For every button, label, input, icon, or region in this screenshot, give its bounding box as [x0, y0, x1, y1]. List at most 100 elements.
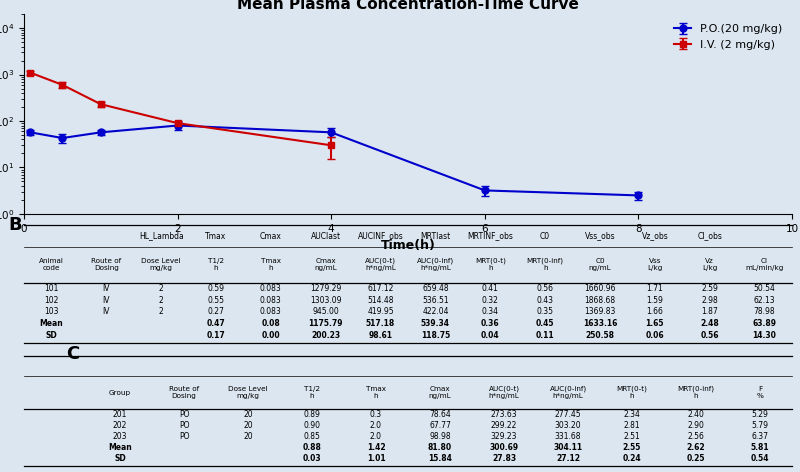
Text: Route of
Dosing: Route of Dosing — [169, 386, 199, 399]
Text: 514.48: 514.48 — [367, 295, 394, 304]
Text: 6.37: 6.37 — [751, 432, 769, 441]
Text: 62.13: 62.13 — [754, 295, 775, 304]
Text: 303.20: 303.20 — [554, 421, 582, 430]
Text: 2: 2 — [158, 307, 163, 316]
Text: 0.083: 0.083 — [260, 307, 282, 316]
Text: 1.42: 1.42 — [366, 443, 386, 452]
Text: 277.45: 277.45 — [554, 410, 582, 419]
Text: 81.80: 81.80 — [428, 443, 452, 452]
Text: Mean: Mean — [39, 319, 63, 328]
Text: T1/2
h: T1/2 h — [208, 258, 224, 271]
Text: MRTINF_obs: MRTINF_obs — [467, 232, 514, 241]
Text: 2.48: 2.48 — [700, 319, 719, 328]
Text: HL_Lambda: HL_Lambda — [138, 232, 183, 241]
Text: 0.47: 0.47 — [206, 319, 226, 328]
Text: 0.00: 0.00 — [262, 330, 280, 339]
Text: IV: IV — [102, 307, 110, 316]
Text: Vss
L/kg: Vss L/kg — [647, 258, 662, 271]
Text: AUC(0-inf)
h*ng/mL: AUC(0-inf) h*ng/mL — [417, 258, 454, 271]
Text: 15.84: 15.84 — [428, 454, 452, 463]
Text: 200.23: 200.23 — [311, 330, 340, 339]
Text: 539.34: 539.34 — [421, 319, 450, 328]
Text: 118.75: 118.75 — [421, 330, 450, 339]
Text: Cl
mL/min/kg: Cl mL/min/kg — [746, 258, 784, 271]
Text: F
%: F % — [757, 386, 763, 399]
Text: 0.11: 0.11 — [536, 330, 554, 339]
Text: Vz
L/kg: Vz L/kg — [702, 258, 718, 271]
Text: 0.32: 0.32 — [482, 295, 498, 304]
Text: 2.55: 2.55 — [623, 443, 641, 452]
Text: MRT(0-inf)
h: MRT(0-inf) h — [678, 386, 714, 399]
Text: Vz_obs: Vz_obs — [642, 232, 668, 241]
Text: 203: 203 — [113, 432, 127, 441]
Text: 0.56: 0.56 — [537, 284, 554, 293]
Text: Cl_obs: Cl_obs — [698, 232, 722, 241]
Text: 2.0: 2.0 — [370, 421, 382, 430]
Text: 0.90: 0.90 — [303, 421, 321, 430]
Text: 101: 101 — [44, 284, 58, 293]
Text: AUClast: AUClast — [310, 232, 341, 241]
Text: 1633.16: 1633.16 — [583, 319, 617, 328]
Text: Dose Level
mg/kg: Dose Level mg/kg — [228, 386, 268, 399]
Text: 1868.68: 1868.68 — [585, 295, 615, 304]
Text: 0.54: 0.54 — [750, 454, 770, 463]
Text: 2.51: 2.51 — [624, 432, 640, 441]
Text: 67.77: 67.77 — [429, 421, 451, 430]
Text: 2.62: 2.62 — [686, 443, 706, 452]
Text: MRT(0-t)
h: MRT(0-t) h — [475, 258, 506, 271]
Text: 2.0: 2.0 — [370, 432, 382, 441]
Text: 0.08: 0.08 — [262, 319, 280, 328]
Text: PO: PO — [178, 421, 190, 430]
Text: SD: SD — [46, 330, 58, 339]
Text: 50.54: 50.54 — [754, 284, 775, 293]
Text: 5.79: 5.79 — [751, 421, 769, 430]
Text: 300.69: 300.69 — [490, 443, 518, 452]
Text: 0.43: 0.43 — [537, 295, 554, 304]
Text: 20: 20 — [243, 421, 253, 430]
Text: 0.04: 0.04 — [481, 330, 499, 339]
Text: 2: 2 — [158, 284, 163, 293]
Text: 331.68: 331.68 — [554, 432, 582, 441]
Text: 14.30: 14.30 — [753, 330, 777, 339]
Text: 27.12: 27.12 — [556, 454, 580, 463]
Text: 0.36: 0.36 — [481, 319, 499, 328]
Text: 273.63: 273.63 — [490, 410, 518, 419]
Text: PO: PO — [178, 432, 190, 441]
Text: 250.58: 250.58 — [586, 330, 614, 339]
Text: 659.48: 659.48 — [422, 284, 449, 293]
Text: 2.59: 2.59 — [702, 284, 718, 293]
Text: 202: 202 — [113, 421, 127, 430]
Text: 2.56: 2.56 — [687, 432, 705, 441]
Text: 5.29: 5.29 — [751, 410, 769, 419]
Text: C0: C0 — [540, 232, 550, 241]
Text: 617.12: 617.12 — [367, 284, 394, 293]
Text: 0.55: 0.55 — [207, 295, 225, 304]
Text: 102: 102 — [44, 295, 58, 304]
Text: 299.22: 299.22 — [491, 421, 517, 430]
Text: 1.87: 1.87 — [702, 307, 718, 316]
Text: 0.03: 0.03 — [302, 454, 322, 463]
Text: IV: IV — [102, 284, 110, 293]
Text: 2.40: 2.40 — [687, 410, 705, 419]
Text: Group: Group — [109, 390, 131, 396]
Text: 945.00: 945.00 — [312, 307, 339, 316]
Text: 0.24: 0.24 — [622, 454, 642, 463]
Text: 1.66: 1.66 — [646, 307, 663, 316]
Text: 0.17: 0.17 — [206, 330, 226, 339]
Text: PO: PO — [178, 410, 190, 419]
Text: Tmax
h: Tmax h — [366, 386, 386, 399]
X-axis label: Time(h): Time(h) — [381, 239, 435, 252]
Text: Tmax: Tmax — [206, 232, 226, 241]
Text: 27.83: 27.83 — [492, 454, 516, 463]
Text: Tmax
h: Tmax h — [261, 258, 281, 271]
Text: Mean: Mean — [108, 443, 132, 452]
Text: 0.06: 0.06 — [646, 330, 664, 339]
Text: MRTlast: MRTlast — [420, 232, 450, 241]
Text: 304.11: 304.11 — [554, 443, 582, 452]
Text: 78.64: 78.64 — [429, 410, 451, 419]
Text: 2: 2 — [158, 295, 163, 304]
Text: 0.45: 0.45 — [536, 319, 554, 328]
Text: MRT(0-t)
h: MRT(0-t) h — [617, 386, 647, 399]
Text: 98.98: 98.98 — [429, 432, 451, 441]
Text: 2.81: 2.81 — [624, 421, 640, 430]
